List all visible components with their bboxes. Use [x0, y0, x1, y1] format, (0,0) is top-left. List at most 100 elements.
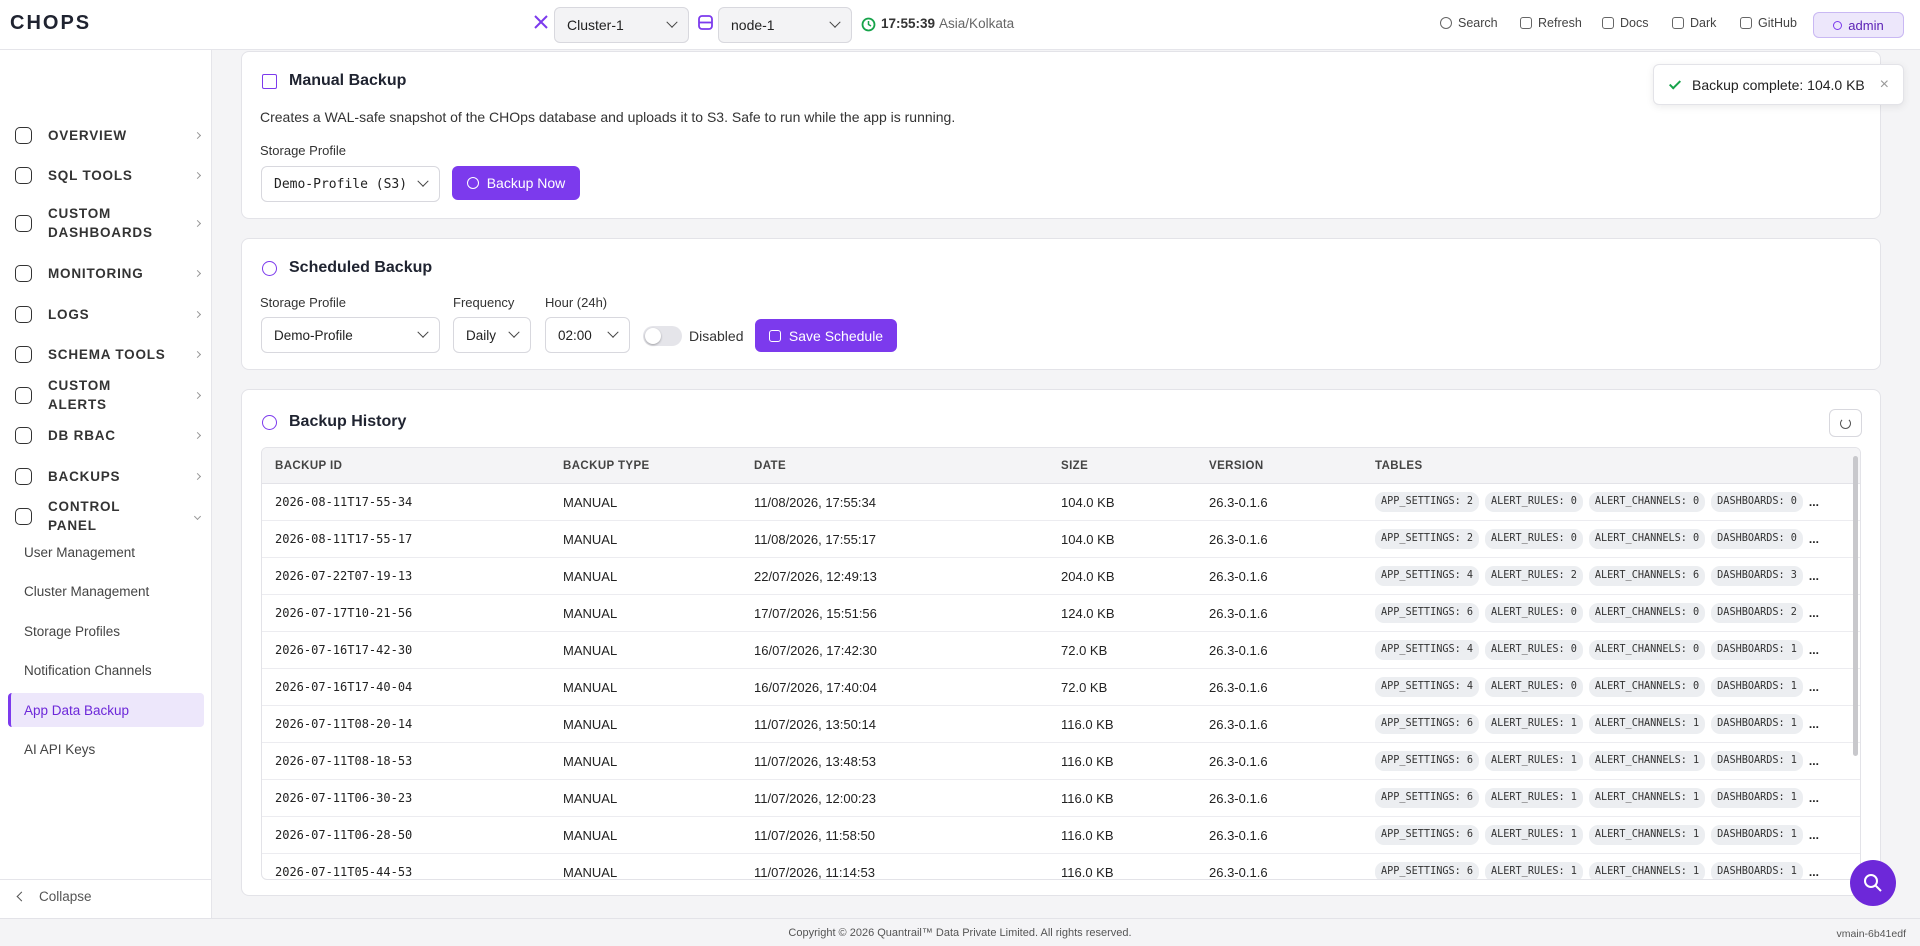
nav-sub-item[interactable]: Notification Channels [24, 663, 152, 678]
table-row: 2026-07-11T05-44-53 MANUAL 11/07/2026, 11:… [262, 854, 1860, 880]
table-chip: DASHBOARDS: 1 [1711, 788, 1803, 808]
nav-sub-item[interactable]: Storage Profiles [24, 623, 121, 639]
collapse[interactable]: Collapse [16, 889, 92, 904]
tables-cell: APP_SETTINGS: 4 ALERT_RULES: 2 ALERT_CHANN… [1362, 566, 1860, 586]
table-chip: ALERT_RULES: 1 [1485, 788, 1583, 808]
manual-title: Manual Backup [289, 72, 407, 89]
save-schedule-button[interactable]: Save Schedule [755, 319, 897, 352]
nav-sub-item[interactable]: User Management [24, 544, 136, 560]
header-action[interactable]: Dark [1672, 16, 1716, 30]
table-cell: 11/07/2026, 13:48:53 [754, 753, 876, 769]
table-chip: ALERT_CHANNELS: 1 [1588, 862, 1706, 879]
table-cell: MANUAL [563, 642, 618, 658]
header-action[interactable]: GitHub [1740, 16, 1797, 30]
table-cell: 124.0 KB [1061, 605, 1115, 621]
table-chip: ALERT_CHANNELS: 0 [1588, 677, 1706, 697]
nav-item[interactable]: SQL TOOLS [15, 161, 202, 189]
chevron [193, 171, 202, 179]
table-cell: 26.3-0.1.6 [1209, 753, 1268, 769]
nav-label: CUSTOM ALERTS [48, 378, 112, 412]
table-cell: 2026-07-11T08-20-14 [275, 717, 413, 731]
card-title: Scheduled Backup [262, 259, 432, 277]
footer: Copyright © 2026 Quantrail™ Data Private… [0, 918, 1920, 946]
field-label: Hour (24h) [545, 295, 608, 310]
nav-sub-item[interactable]: Cluster Management [24, 584, 150, 599]
column-header: BACKUP TYPE [563, 459, 650, 472]
table-chip: ALERT_RULES: 1 [1485, 714, 1583, 734]
clock-time: 17:55:39 [881, 16, 936, 31]
sidebar: Collapse OVERVIEW SQL TOOLS CUSTOM DASHBOA… [0, 50, 212, 918]
header-action[interactable]: Search [1440, 16, 1498, 30]
table-chip: APP_SETTINGS: 6 [1375, 788, 1480, 808]
logo[interactable]: CHOPS [10, 12, 92, 34]
table-cell: 11/07/2026, 11:58:50 [754, 827, 875, 843]
chevron [193, 472, 202, 480]
table-chip: APP_SETTINGS: 6 [1375, 751, 1480, 771]
nav-sub-item[interactable]: App Data Backup [8, 693, 204, 727]
nav-item[interactable]: OVERVIEW [15, 121, 202, 149]
nav-item[interactable]: LOGS [15, 300, 202, 328]
nav-item[interactable]: CUSTOM ALERTS [15, 378, 202, 412]
nav-item[interactable]: DB RBAC [15, 421, 202, 449]
table-cell: 116.0 KB [1061, 753, 1114, 769]
user-menu[interactable]: admin [1813, 12, 1904, 38]
action-icon [1740, 17, 1752, 29]
toast-close[interactable]: × [1879, 75, 1889, 93]
table-cell: 2026-07-17T10-21-56 [275, 606, 413, 620]
header-action[interactable]: Docs [1602, 16, 1648, 30]
more: ... [1808, 865, 1819, 879]
table-cell: 116.0 KB [1061, 827, 1114, 843]
header-action[interactable]: Refresh [1520, 16, 1582, 30]
nav-icon [15, 264, 32, 282]
table-cell: MANUAL [563, 827, 618, 843]
more: ... [1808, 532, 1819, 546]
nav-item[interactable]: SCHEMA TOOLS [15, 340, 202, 368]
nav-item[interactable]: BACKUPS [15, 462, 202, 490]
table-chip: APP_SETTINGS: 6 [1375, 714, 1480, 734]
select-value: Daily [466, 327, 497, 343]
nav-item[interactable]: MONITORING [15, 259, 202, 287]
chevron [193, 310, 202, 318]
table-chip: ALERT_RULES: 1 [1485, 751, 1583, 771]
nav-sub-item[interactable]: AI API Keys [24, 742, 96, 757]
toggle[interactable] [643, 326, 682, 346]
profile-select[interactable]: Demo-Profile (S3) [261, 166, 440, 202]
action-label: Search [1458, 16, 1498, 30]
nav-label: OVERVIEW [48, 127, 127, 143]
table-cell: 204.0 KB [1061, 568, 1115, 584]
table-cell: 104.0 KB [1061, 531, 1115, 547]
cluster-select[interactable]: Cluster-1 [554, 7, 689, 43]
column-header: BACKUP ID [275, 459, 343, 472]
table-cell: MANUAL [563, 864, 618, 880]
backup-now-button[interactable]: Backup Now [452, 166, 580, 200]
search-fab[interactable] [1850, 860, 1896, 906]
table-row: 2026-07-17T10-21-56 MANUAL 17/07/2026, 15:… [262, 595, 1860, 632]
table-chip: ALERT_RULES: 1 [1485, 862, 1583, 879]
chevron [193, 512, 202, 520]
action-label: Docs [1620, 16, 1649, 30]
table-row: 2026-08-11T17-55-17 MANUAL 11/08/2026, 17:… [262, 521, 1860, 558]
table-cell: 22/07/2026, 12:49:13 [754, 568, 877, 584]
table-cell: 2026-07-16T17-42-30 [275, 643, 413, 657]
table-cell: MANUAL [563, 605, 618, 621]
description: Creates a WAL-safe snapshot of the CHOps… [260, 109, 956, 125]
table-chip: APP_SETTINGS: 4 [1375, 677, 1480, 697]
refresh-button[interactable] [1829, 409, 1862, 437]
frequency-select[interactable]: Daily [453, 317, 531, 353]
table-chip: ALERT_RULES: 0 [1485, 529, 1583, 549]
schedule-profile-select[interactable]: Demo-Profile [261, 317, 440, 353]
node-select[interactable]: node-1 [718, 7, 852, 43]
scheduled-backup-card: Scheduled Backup Storage Profile Frequen… [241, 238, 1881, 370]
table-chip: ALERT_RULES: 0 [1485, 677, 1583, 697]
clock-icon [861, 17, 876, 32]
tables-cell: APP_SETTINGS: 2 ALERT_RULES: 0 ALERT_CHANN… [1362, 492, 1860, 512]
nav-label: LOGS [48, 306, 90, 322]
table-cell: MANUAL [563, 531, 618, 547]
table-row: 2026-07-11T06-28-50 MANUAL 11/07/2026, 11:… [262, 817, 1860, 854]
node-icon [698, 15, 713, 30]
hour-select[interactable]: 02:00 [545, 317, 630, 353]
nav-item[interactable]: CUSTOM DASHBOARDS [15, 199, 202, 247]
table-chip: APP_SETTINGS: 2 [1375, 492, 1480, 512]
nav-item[interactable]: CONTROL PANEL [15, 499, 202, 533]
nav-label: DB RBAC [48, 427, 116, 443]
